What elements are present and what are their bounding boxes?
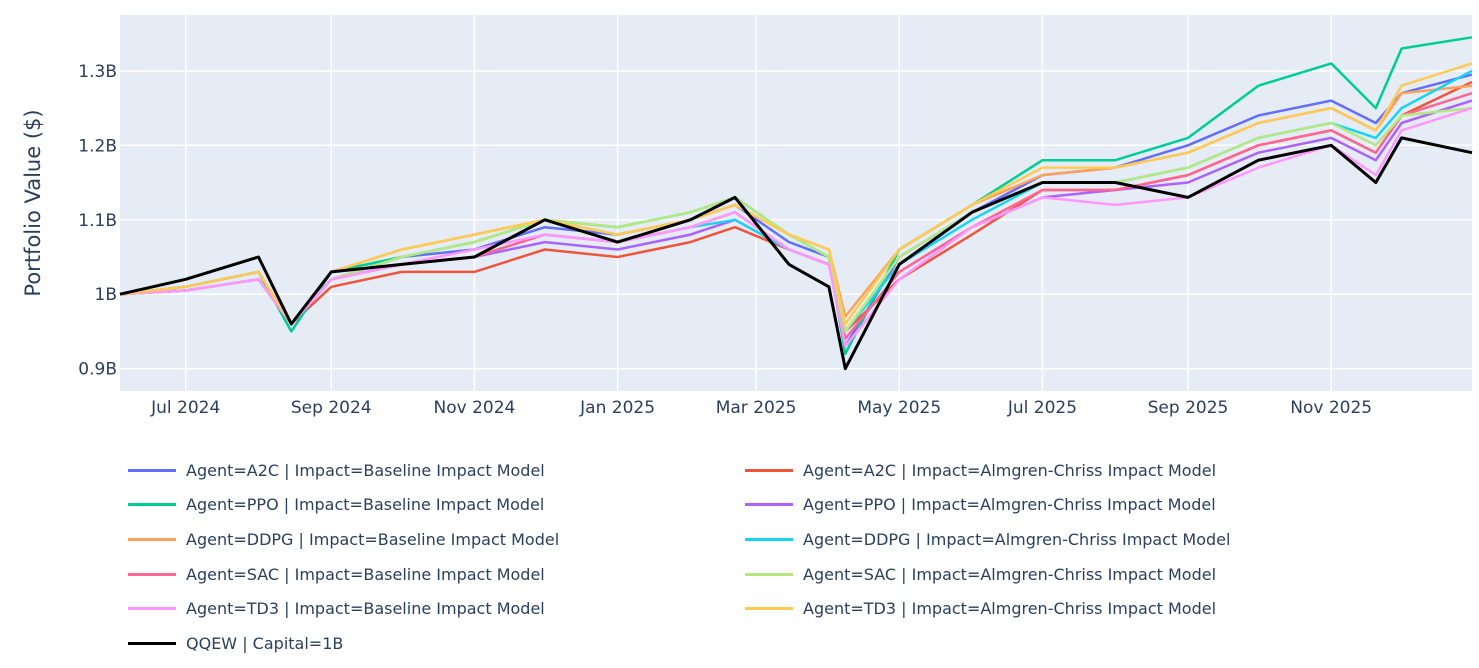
legend-swatch [128, 503, 176, 507]
grid-lines [120, 15, 1472, 391]
legend-label: Agent=DDPG | Impact=Almgren-Chriss Impac… [803, 529, 1231, 549]
legend-item[interactable]: Agent=A2C | Impact=Almgren-Chriss Impact… [745, 460, 1216, 480]
legend-swatch [128, 468, 176, 472]
legend-label: Agent=A2C | Impact=Baseline Impact Model [186, 460, 545, 480]
y-tick-label: 0.9B [78, 360, 117, 380]
legend-item[interactable]: QQEW | Capital=1B [128, 634, 343, 654]
legend-swatch [745, 468, 793, 472]
legend-item[interactable]: Agent=PPO | Impact=Almgren-Chriss Impact… [745, 495, 1216, 515]
legend-label: Agent=SAC | Impact=Almgren-Chriss Impact… [803, 564, 1217, 584]
legend-label: QQEW | Capital=1B [186, 634, 344, 653]
legend-label: Agent=TD3 | Impact=Almgren-Chriss Impact… [803, 599, 1217, 619]
legend-item[interactable]: Agent=TD3 | Impact=Baseline Impact Model [128, 599, 545, 619]
y-tick-label: 1.1B [78, 211, 117, 231]
legend-label: Agent=TD3 | Impact=Baseline Impact Model [186, 599, 545, 619]
legend-item[interactable]: Agent=A2C | Impact=Baseline Impact Model [128, 460, 545, 480]
y-tick-label: 1.3B [78, 62, 117, 82]
legend-swatch [745, 503, 793, 507]
x-tick-label: Mar 2025 [716, 398, 797, 418]
legend-label: Agent=SAC | Impact=Baseline Impact Model [186, 564, 545, 584]
legend-label: Agent=PPO | Impact=Almgren-Chriss Impact… [803, 495, 1216, 515]
series-line-10 [119, 136, 1473, 371]
x-tick-label: Jan 2025 [579, 398, 655, 418]
legend-swatch [128, 572, 176, 576]
line-chart: 0.9B 1B 1.1B 1.2B 1.3B Jul 2024 Sep 2024 Nov 2… [21, 15, 1473, 418]
plot-area-background [120, 15, 1472, 391]
legend-label: Agent=A2C | Impact=Almgren-Chriss Impact… [803, 460, 1217, 480]
legend-item[interactable]: Agent=SAC | Impact=Almgren-Chriss Impact… [745, 564, 1216, 584]
legend-swatch [128, 642, 176, 645]
legend-item[interactable]: Agent=PPO | Impact=Baseline Impact Model [128, 495, 544, 515]
x-tick-label: May 2025 [857, 398, 941, 418]
legend-swatch [745, 607, 793, 611]
series-line-8 [119, 106, 1473, 348]
legend-item[interactable]: Agent=SAC | Impact=Baseline Impact Model [128, 564, 545, 584]
legend-item[interactable]: Agent=TD3 | Impact=Almgren-Chriss Impact… [745, 599, 1216, 619]
legend-swatch [128, 537, 176, 541]
x-tick-label: Sep 2025 [1148, 398, 1229, 418]
legend-item[interactable]: Agent=DDPG | Impact=Almgren-Chriss Impac… [745, 529, 1230, 549]
x-tick-label: Nov 2025 [1290, 398, 1372, 418]
series-lines [119, 36, 1473, 371]
legend-label: Agent=DDPG | Impact=Baseline Impact Mode… [186, 529, 560, 549]
legend-swatch [128, 607, 176, 611]
legend-label: Agent=PPO | Impact=Baseline Impact Model [186, 495, 545, 515]
x-tick-label: Jul 2025 [1007, 398, 1077, 418]
legend-swatch [745, 537, 793, 541]
y-axis-ticks: 0.9B 1B 1.1B 1.2B 1.3B [78, 62, 117, 380]
y-tick-label: 1B [95, 285, 117, 305]
x-tick-label: Sep 2024 [291, 398, 372, 418]
legend-item[interactable]: Agent=DDPG | Impact=Baseline Impact Mode… [128, 529, 559, 549]
x-tick-label: Nov 2024 [434, 398, 516, 418]
legend-swatch [745, 572, 793, 576]
y-axis-title: Portfolio Value ($) [21, 109, 45, 296]
y-tick-label: 1.2B [78, 136, 117, 156]
x-axis-ticks: Jul 2024 Sep 2024 Nov 2024 Jan 2025 Mar 2025… [150, 398, 1372, 418]
x-tick-label: Jul 2024 [150, 398, 220, 418]
